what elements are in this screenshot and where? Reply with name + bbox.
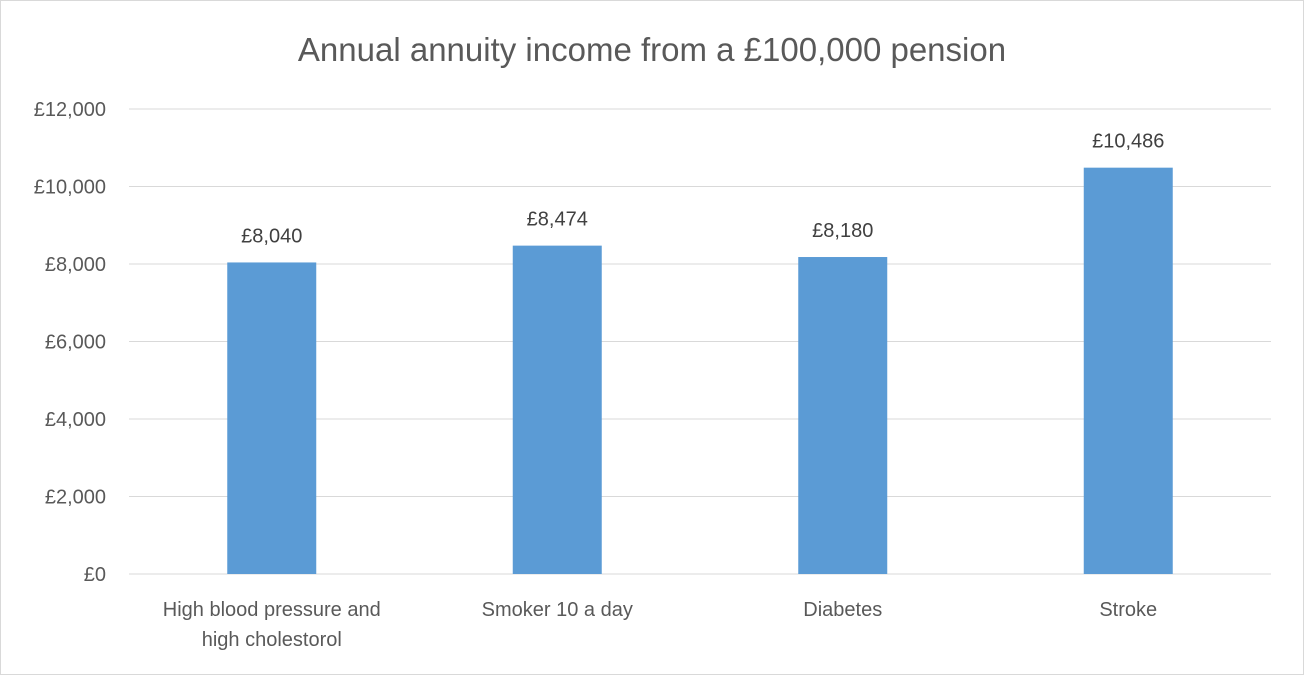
bar bbox=[798, 257, 888, 574]
y-tick-label: £12,000 bbox=[34, 99, 106, 121]
data-labels: £8,040 £8,474 £8,180 £10,486 bbox=[241, 131, 1164, 248]
bar-data-label: £8,040 bbox=[241, 225, 302, 247]
category-label: High blood pressure and bbox=[163, 599, 381, 621]
bar bbox=[512, 245, 602, 574]
bar-data-label: £8,180 bbox=[812, 220, 873, 242]
y-tick-label: £10,000 bbox=[34, 177, 106, 199]
category-label: Smoker 10 a day bbox=[482, 599, 633, 621]
y-tick-label: £6,000 bbox=[45, 332, 106, 354]
y-axis-tick-labels: £0 £2,000 £4,000 £6,000 £8,000 £10,000 £12,000 bbox=[34, 99, 106, 586]
y-tick-label: £2,000 bbox=[45, 487, 106, 509]
category-label: Diabetes bbox=[803, 599, 882, 621]
bar bbox=[1083, 167, 1173, 575]
bar-data-label: £8,474 bbox=[527, 209, 588, 231]
bar-data-label: £10,486 bbox=[1092, 131, 1164, 153]
category-label: high cholestorol bbox=[202, 629, 342, 651]
category-labels: High blood pressure and high cholestorol S… bbox=[163, 599, 1157, 651]
y-tick-label: £4,000 bbox=[45, 409, 106, 431]
bars bbox=[227, 167, 1173, 575]
gridlines bbox=[129, 108, 1271, 575]
bar bbox=[227, 262, 317, 574]
category-label: Stroke bbox=[1099, 599, 1157, 621]
y-tick-label: £0 bbox=[84, 564, 106, 586]
y-tick-label: £8,000 bbox=[45, 254, 106, 276]
chart-title: Annual annuity income from a £100,000 pe… bbox=[298, 31, 1006, 68]
